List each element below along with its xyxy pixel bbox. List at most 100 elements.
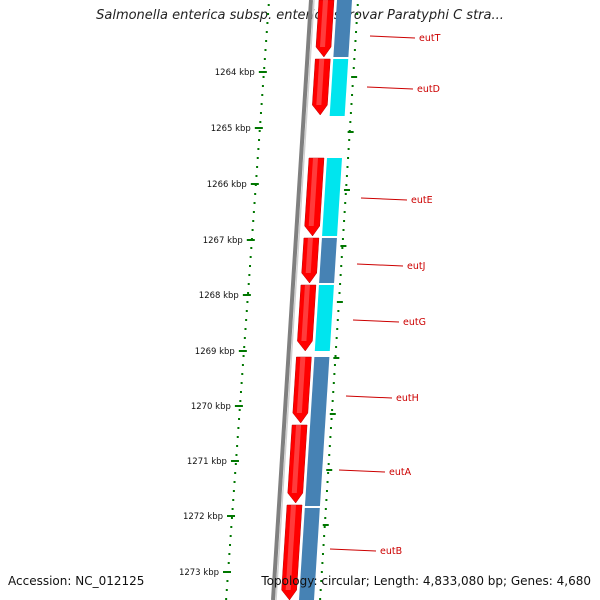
outer-ruler-dot	[351, 85, 354, 87]
gene-arrow-shine	[285, 505, 297, 590]
ruler-dot	[229, 535, 232, 537]
ruler-tick	[258, 71, 267, 73]
ruler-dot	[234, 472, 237, 474]
gene-label: eutA	[389, 467, 412, 478]
backbone-line	[271, 0, 313, 600]
ruler-tick	[250, 183, 259, 185]
outer-ruler-dot	[355, 31, 358, 33]
outer-tick	[340, 245, 347, 247]
cds-segment	[314, 285, 334, 351]
tick-label: 1264 kbp	[215, 68, 255, 78]
ruler-dot	[239, 400, 242, 402]
ruler-dot	[267, 4, 270, 6]
label-leader	[338, 469, 386, 473]
label-leader	[329, 548, 377, 552]
outer-ruler-dot	[324, 517, 327, 519]
cds-segment	[333, 0, 352, 57]
outer-ruler-dot	[326, 481, 329, 483]
outer-ruler-dot	[341, 238, 344, 240]
outer-ruler-dot	[324, 508, 327, 510]
outer-ruler-dot	[335, 346, 338, 348]
outer-ruler-dot	[325, 490, 328, 492]
outer-ruler-dot	[321, 562, 324, 564]
ruler-dot	[258, 139, 261, 141]
ruler-dot	[256, 166, 259, 168]
outer-ruler-dot	[340, 256, 343, 258]
ruler-dot	[235, 454, 238, 456]
ruler-dot	[241, 373, 244, 375]
ruler-dot	[246, 301, 249, 303]
outer-ruler-dot	[334, 355, 337, 357]
ruler-dot	[249, 265, 252, 267]
gene-label: eutE	[411, 195, 433, 206]
ruler-dot	[265, 31, 268, 33]
ruler-dot	[242, 355, 245, 357]
outer-ruler-dot	[338, 292, 341, 294]
outer-ruler-dot	[351, 94, 354, 96]
ruler-tick	[227, 515, 236, 517]
gene-arrow-shine	[305, 238, 313, 273]
ruler-dot	[244, 328, 247, 330]
outer-tick	[322, 524, 329, 526]
outer-ruler-dot	[319, 589, 322, 591]
outer-ruler-dot	[340, 265, 343, 267]
ruler-dot	[254, 193, 257, 195]
ruler-dot	[243, 337, 246, 339]
ruler-dot	[231, 508, 234, 510]
ruler-dot	[264, 49, 267, 51]
outer-ruler-dot	[337, 310, 340, 312]
ruler-tick	[223, 571, 232, 573]
ruler-dot	[249, 256, 252, 258]
gene-label: eutT	[419, 33, 441, 44]
outer-tick	[333, 357, 340, 359]
outer-ruler-dot	[319, 598, 322, 600]
outer-tick	[326, 469, 333, 471]
outer-ruler-dot	[342, 229, 345, 231]
ruler-ticks: 1264 kbp 1265 kbp 1266 kbp 1267 kbp 1268 kbp…	[179, 68, 358, 578]
outer-ruler-dot	[347, 157, 350, 159]
ruler-dot	[259, 112, 262, 114]
cds-segment	[304, 357, 330, 506]
gene-label: eutH	[396, 393, 419, 404]
outer-ruler-dot	[323, 535, 326, 537]
ruler-dot	[225, 598, 228, 600]
outer-ruler-dot	[344, 202, 347, 204]
outer-ruler-dot	[356, 4, 359, 6]
ruler-dot	[239, 391, 242, 393]
ruler-dot	[237, 427, 240, 429]
ruler-dot	[263, 58, 266, 60]
ruler-dot	[233, 481, 236, 483]
outer-ruler-dot	[353, 49, 356, 51]
gene-labels: eutT eutD eutE eutJ eutG eutH eutA eutB	[329, 33, 441, 557]
outer-ruler-dot	[355, 22, 358, 24]
tick-label: 1272 kbp	[183, 512, 223, 522]
ruler-dot	[250, 247, 253, 249]
outer-tick	[343, 189, 350, 191]
outer-ruler-dot	[335, 337, 338, 339]
outer-ruler-dot	[339, 274, 342, 276]
ruler-dot	[245, 319, 248, 321]
ruler-dot	[256, 157, 259, 159]
ruler-dot	[240, 382, 243, 384]
ruler-tick	[234, 405, 243, 407]
ruler-dot	[266, 22, 269, 24]
ruler-tick	[254, 127, 263, 129]
ruler-dot	[228, 553, 231, 555]
tick-label: 1271 kbp	[187, 457, 227, 467]
gene-label: eutG	[403, 317, 426, 328]
ruler-dot	[259, 121, 262, 123]
backbone-highlight	[275, 0, 315, 600]
ruler-tick	[238, 350, 247, 352]
ruler-dot	[255, 175, 258, 177]
gene-arrow-shine	[301, 285, 310, 341]
outer-ruler-dot	[352, 67, 355, 69]
label-leader	[366, 86, 414, 90]
ruler-dot	[257, 148, 260, 150]
outer-ruler-dot	[347, 148, 350, 150]
outer-ruler-dot	[322, 544, 325, 546]
label-leader	[352, 319, 400, 323]
ruler-tick	[242, 294, 251, 296]
ruler-dot	[260, 103, 263, 105]
ruler-dot	[225, 589, 228, 591]
